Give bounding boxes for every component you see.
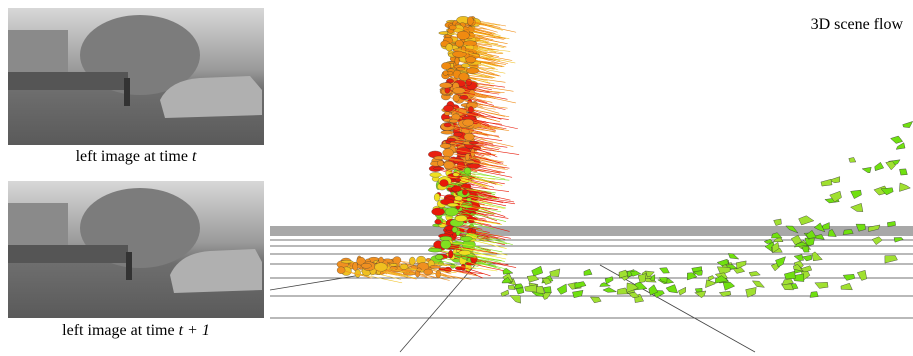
figure-canvas [0, 0, 913, 356]
caption-text: left image at time [76, 148, 188, 165]
flow-point [435, 254, 443, 259]
caption-variable: t + 1 [179, 322, 210, 339]
flow-point [443, 105, 453, 112]
flow-patch [823, 222, 830, 229]
flow-patch [510, 295, 521, 303]
flow-patch [525, 285, 537, 292]
flow-patch [723, 282, 735, 290]
flow-patch [857, 270, 866, 280]
pedestrian [126, 252, 132, 280]
flow-patch [849, 157, 856, 162]
flow-patch [815, 282, 828, 288]
flow-point [469, 141, 479, 144]
flow-patch [784, 271, 795, 279]
flow-patch [660, 268, 670, 274]
caption-text: left image at time [62, 322, 174, 339]
flow-patch [527, 275, 539, 282]
flow-patch [508, 285, 515, 289]
flow-patch [678, 287, 685, 295]
flow-patch [894, 237, 903, 242]
caption: left image at time t [8, 148, 264, 166]
flow-patch [532, 266, 543, 276]
flow-patch [851, 203, 863, 211]
flow-patch [794, 255, 804, 261]
flow-patch [899, 183, 910, 192]
figure: left image at time t left image at time … [0, 0, 913, 356]
flow-vector [472, 115, 508, 120]
scene-label: 3D scene flow [811, 16, 903, 34]
pedestrian [124, 78, 130, 106]
flow-patch [749, 271, 760, 276]
flow-patch [543, 286, 551, 292]
flow-patch [501, 290, 509, 296]
flow-patch [708, 275, 714, 280]
flow-point [447, 138, 456, 142]
flow-patch [550, 269, 560, 277]
flow-point [456, 178, 461, 181]
scene-flow-view [270, 16, 913, 352]
flow-patch [600, 283, 611, 287]
flow-patch [590, 297, 601, 303]
flow-point [353, 262, 358, 271]
photo-t [8, 8, 264, 145]
caption-variable: t [192, 148, 196, 165]
flow-patch [584, 269, 592, 275]
flow-patch [887, 221, 895, 226]
flow-patch [572, 290, 583, 297]
flow-patch [891, 136, 903, 143]
flow-patch [799, 216, 814, 225]
flow-patch [666, 285, 678, 293]
flow-patch [803, 255, 812, 261]
flow-point [464, 167, 471, 174]
flow-patch [862, 167, 871, 172]
flow-patch [705, 280, 715, 288]
flow-patch [875, 162, 884, 170]
flow-patch [752, 281, 764, 287]
flow-patch [516, 288, 524, 294]
flow-patch [802, 246, 809, 252]
flow-point [460, 95, 468, 99]
flow-patch [872, 237, 882, 245]
photo-t-plus-1 [8, 181, 264, 318]
flow-patch [774, 219, 782, 226]
flow-patch [843, 274, 855, 280]
flow-patch [557, 284, 567, 294]
flow-patch [638, 274, 646, 283]
flow-point [462, 189, 467, 195]
flow-patch [503, 268, 513, 274]
flow-patch [899, 169, 907, 175]
flow-point [440, 83, 452, 88]
fence [8, 245, 128, 263]
flow-patch [885, 255, 898, 263]
caption: left image at time t + 1 [8, 322, 264, 340]
fence [8, 72, 128, 90]
flow-patch [896, 143, 905, 150]
flow-point [452, 186, 462, 192]
flow-point [441, 240, 451, 249]
flow-patch [821, 179, 832, 186]
flow-patch [903, 121, 913, 127]
flow-patch [810, 292, 818, 298]
flow-patch [603, 287, 617, 292]
flow-patch [851, 190, 862, 199]
flow-patch [841, 283, 852, 290]
flow-patch [812, 252, 822, 261]
